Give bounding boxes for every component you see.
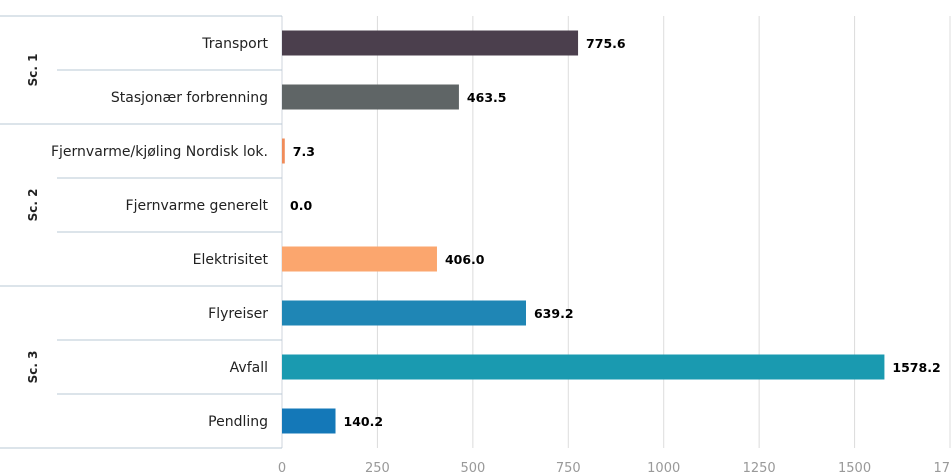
value-label: 639.2 xyxy=(534,306,574,321)
category-table-lines xyxy=(0,15,283,449)
x-tick-label-1500: 1500 xyxy=(838,461,871,475)
group-label-3: Sc. 3 xyxy=(26,351,40,384)
bar xyxy=(282,300,526,326)
x-tick-label-1750: 1750 xyxy=(933,461,951,475)
x-tick-label-750: 750 xyxy=(556,461,581,475)
bar xyxy=(282,354,885,380)
x-tick-label-1250: 1250 xyxy=(743,461,776,475)
x-tick-label-1000: 1000 xyxy=(647,461,680,475)
x-axis-ticks: 0 250 500 750 1000 1250 1500 1750 xyxy=(278,461,951,475)
value-labels: 775.6 463.5 7.3 0.0 406.0 639.2 1578.2 140.2 xyxy=(290,36,941,429)
x-tick-label-0: 0 xyxy=(278,461,286,475)
value-label: 1578.2 xyxy=(892,360,940,375)
group-label-2: Sc. 2 xyxy=(26,189,40,222)
value-label: 406.0 xyxy=(445,252,485,267)
category-label: Transport xyxy=(201,36,268,52)
category-label: Flyreiser xyxy=(208,306,268,322)
value-label: 463.5 xyxy=(467,90,507,105)
value-label: 0.0 xyxy=(290,198,312,213)
category-label: Pendling xyxy=(208,414,268,430)
bar xyxy=(282,408,336,434)
bar xyxy=(282,30,579,56)
value-label: 775.6 xyxy=(586,36,626,51)
bar xyxy=(282,138,285,164)
category-labels: Transport Stasjonær forbrenning Fjernvarme… xyxy=(51,36,269,430)
category-label: Fjernvarme generelt xyxy=(126,198,269,214)
category-label: Fjernvarme/kjøling Nordisk lok. xyxy=(51,144,268,160)
gridlines xyxy=(376,16,951,448)
category-label: Avfall xyxy=(230,360,268,376)
category-label: Elektrisitet xyxy=(193,252,269,268)
group-labels: Sc. 1 Sc. 2 Sc. 3 xyxy=(26,54,40,384)
x-tick-label-250: 250 xyxy=(365,461,390,475)
bars xyxy=(282,30,885,434)
group-label-1: Sc. 1 xyxy=(26,54,40,87)
category-label: Stasjonær forbrenning xyxy=(111,90,268,106)
value-label: 7.3 xyxy=(293,144,315,159)
bar xyxy=(282,246,437,272)
x-tick-label-500: 500 xyxy=(460,461,485,475)
value-label: 140.2 xyxy=(344,414,384,429)
bar xyxy=(282,84,459,110)
